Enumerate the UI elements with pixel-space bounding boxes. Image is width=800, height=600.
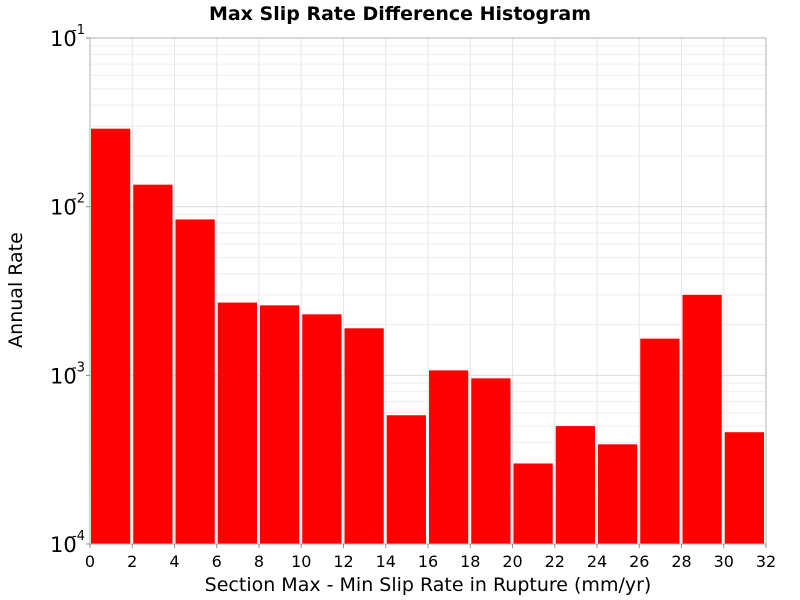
x-tick-label: 12 <box>333 552 353 571</box>
histogram-bar <box>175 219 215 544</box>
histogram-bar <box>133 184 173 544</box>
histogram-bar <box>598 444 638 544</box>
histogram-bar <box>260 305 300 544</box>
x-tick-label: 0 <box>85 552 95 571</box>
histogram-bar <box>217 302 257 544</box>
histogram-bar <box>344 328 384 544</box>
x-tick-label: 2 <box>127 552 137 571</box>
x-tick-label: 22 <box>545 552 565 571</box>
y-axis-label: Annual Rate <box>5 232 27 348</box>
x-tick-label: 10 <box>291 552 311 571</box>
histogram-bar <box>640 338 680 544</box>
y-tick-label: 10 <box>50 533 77 557</box>
histogram-bar <box>471 378 511 544</box>
histogram-bar <box>724 432 764 544</box>
x-tick-label: 26 <box>629 552 649 571</box>
x-tick-label: 8 <box>254 552 264 571</box>
x-axis-label: Section Max - Min Slip Rate in Rupture (… <box>205 574 652 596</box>
histogram-bar <box>91 128 131 544</box>
x-tick-label: 28 <box>671 552 691 571</box>
histogram-bar <box>302 314 342 544</box>
y-tick-label: 10 <box>50 196 77 220</box>
histogram-bar <box>513 463 553 544</box>
y-tick-exponent: -3 <box>72 360 85 375</box>
x-tick-label: 6 <box>212 552 222 571</box>
y-tick-exponent: -1 <box>72 23 85 38</box>
x-tick-label: 24 <box>587 552 607 571</box>
y-tick-exponent: -2 <box>72 192 85 207</box>
histogram-bar <box>555 426 595 544</box>
x-axis-ticks: 0 2 4 6 8 10 12 14 16 18 20 22 24 26 28 30 32 <box>85 544 776 571</box>
x-tick-label: 30 <box>714 552 734 571</box>
histogram-bar <box>682 294 722 544</box>
y-tick-exponent: -4 <box>72 529 85 544</box>
y-tick-label: 10 <box>50 27 77 51</box>
x-tick-label: 20 <box>502 552 522 571</box>
y-tick-label: 10 <box>50 364 77 388</box>
x-tick-label: 4 <box>169 552 179 571</box>
x-tick-label: 14 <box>376 552 396 571</box>
y-axis-ticks: 10-410-310-210-1 <box>50 23 90 557</box>
x-tick-label: 18 <box>460 552 480 571</box>
x-tick-label: 16 <box>418 552 438 571</box>
x-tick-label: 32 <box>756 552 776 571</box>
histogram-bar <box>429 370 469 544</box>
chart-title: Max Slip Rate Difference Histogram <box>209 3 591 25</box>
bars-group <box>91 128 764 544</box>
histogram-bar <box>386 415 426 544</box>
